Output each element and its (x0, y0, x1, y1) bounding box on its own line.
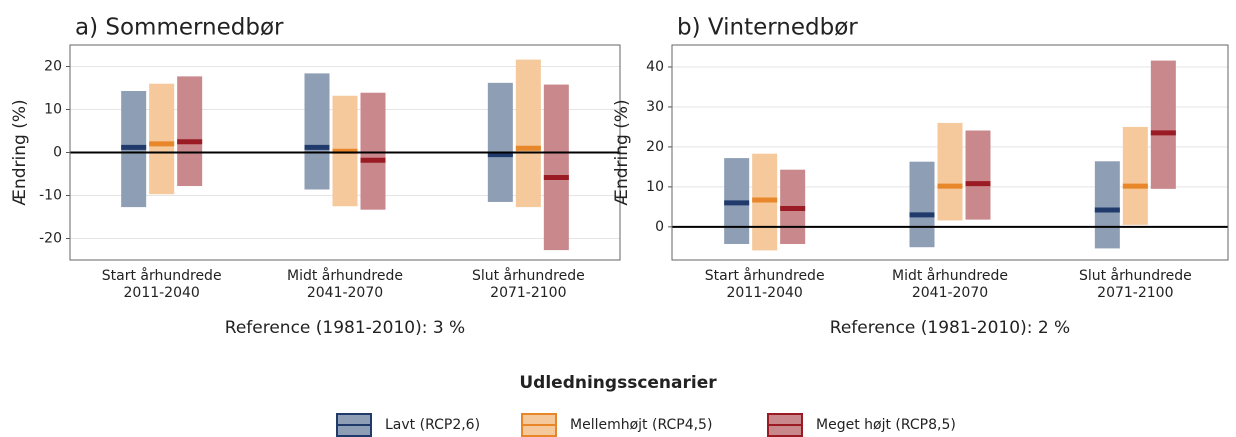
plot-frame (69, 44, 621, 261)
x-tick-label: Midt århundrede (287, 267, 403, 284)
range-bar (1094, 161, 1120, 249)
y-tick-label: 30 (646, 99, 664, 115)
x-tick-label: 2071-2100 (1097, 285, 1173, 301)
x-tick-label: Midt århundrede (892, 267, 1008, 284)
x-tick-label: Start århundrede (705, 267, 825, 284)
x-tick-label: Start århundrede (102, 267, 222, 284)
y-axis-label: Ændring (%) (10, 99, 30, 205)
y-tick-label: -10 (39, 188, 62, 204)
range-bar (543, 84, 569, 251)
y-tick-label: 0 (655, 219, 664, 235)
legend-label: Mellemhøjt (RCP4,5) (570, 417, 712, 433)
range-bar (965, 130, 991, 220)
range-bar (937, 122, 963, 221)
range-bar (149, 83, 175, 195)
y-tick-label: 20 (44, 59, 62, 75)
range-bar (304, 73, 330, 190)
legend-title: Udledningsscenarier (519, 373, 717, 393)
range-bar (360, 92, 386, 210)
y-tick-label: 10 (646, 179, 664, 195)
plot-frame (671, 44, 1229, 261)
range-bar (487, 82, 513, 202)
x-axis-label: Reference (1981-2010): 3 % (225, 318, 465, 338)
y-axis-label: Ændring (%) (612, 99, 632, 205)
range-bar (909, 161, 935, 248)
legend-label: Lavt (RCP2,6) (385, 417, 480, 433)
y-tick-label: 10 (44, 102, 62, 118)
x-tick-label: 2041-2070 (912, 285, 988, 301)
x-tick-label: 2011-2040 (727, 285, 803, 301)
range-bar (1122, 126, 1148, 225)
legend-label: Meget højt (RCP8,5) (816, 417, 956, 433)
x-tick-label: 2071-2100 (490, 285, 566, 301)
y-tick-label: 40 (646, 59, 664, 75)
y-tick-label: -20 (39, 231, 62, 247)
x-tick-label: Slut århundrede (1079, 267, 1192, 284)
chart-title: a) Sommernedbør (75, 15, 284, 41)
x-tick-label: 2011-2040 (124, 285, 200, 301)
range-bar (177, 76, 203, 187)
y-tick-label: 20 (646, 139, 664, 155)
chart-title: b) Vinternedbør (677, 15, 858, 41)
range-bar (1150, 60, 1176, 189)
x-axis-label: Reference (1981-2010): 2 % (830, 318, 1070, 338)
x-tick-label: Slut århundrede (472, 267, 585, 284)
y-tick-label: 0 (53, 145, 62, 161)
range-bar (515, 59, 541, 208)
x-tick-label: 2041-2070 (307, 285, 383, 301)
